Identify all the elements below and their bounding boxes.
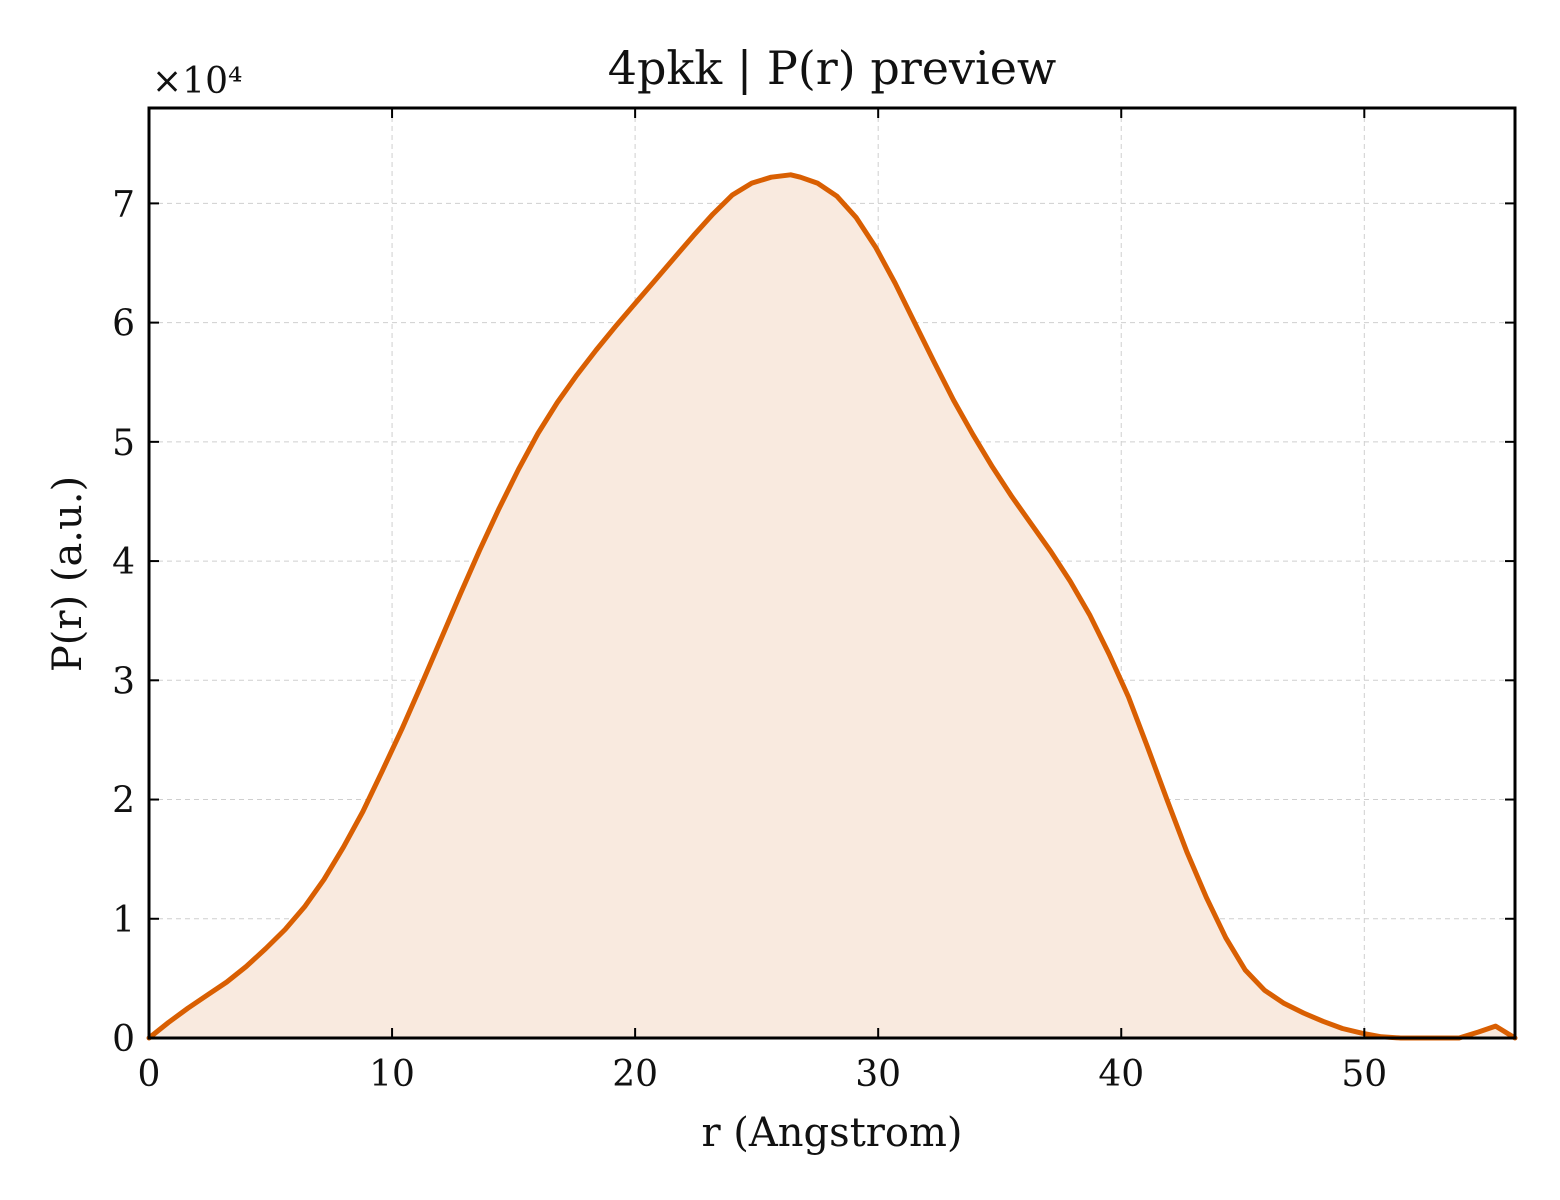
x-tick-label: 40 [1098, 1054, 1144, 1095]
plot-frame [147, 106, 1517, 1040]
x-tick-label: 0 [138, 1054, 161, 1095]
y-tick-label: 3 [112, 661, 135, 702]
y-tick-label: 0 [112, 1019, 135, 1060]
y-tick-label: 4 [112, 542, 135, 583]
y-axis-multiplier: ×10⁴ [152, 61, 242, 102]
y-tick-label: 5 [112, 423, 135, 464]
pr-line [146, 172, 1518, 1041]
x-tick-label: 30 [855, 1054, 901, 1095]
y-tick-label: 7 [112, 184, 135, 225]
x-tick-label: 20 [612, 1054, 658, 1095]
y-axis-label: P(r) (a.u.) [45, 476, 91, 672]
y-tick-label: 6 [112, 304, 135, 345]
y-tick-label: 2 [112, 781, 135, 822]
x-axis-label: r (Angstrom) [701, 1110, 962, 1156]
chart-title: 4pkk | P(r) preview [608, 41, 1057, 95]
axis-ticks [148, 108, 1515, 1039]
x-tick-label: 50 [1341, 1054, 1387, 1095]
x-tick-label: 10 [369, 1054, 415, 1095]
y-tick-label: 1 [112, 900, 135, 941]
